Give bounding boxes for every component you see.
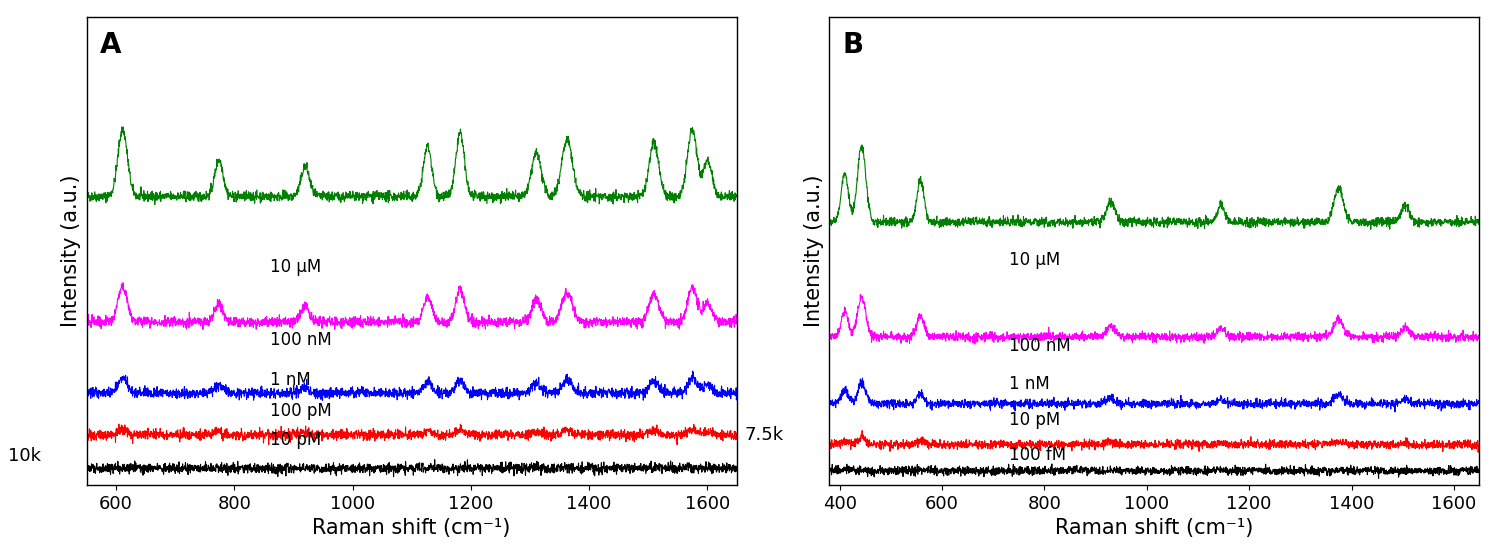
Text: 100 pM: 100 pM — [270, 402, 331, 420]
Text: 1 nM: 1 nM — [1008, 376, 1049, 393]
Text: 10 pM: 10 pM — [270, 431, 321, 450]
Text: 10 μM: 10 μM — [1008, 251, 1059, 269]
Text: 10k: 10k — [7, 447, 40, 465]
Text: 100 nM: 100 nM — [1008, 337, 1070, 355]
Text: 100 nM: 100 nM — [270, 331, 331, 349]
Text: 7.5k: 7.5k — [745, 426, 783, 444]
Y-axis label: Intensity (a.u.): Intensity (a.u.) — [61, 175, 81, 327]
Text: 10 pM: 10 pM — [1008, 411, 1059, 430]
X-axis label: Raman shift (cm⁻¹): Raman shift (cm⁻¹) — [313, 518, 511, 538]
Y-axis label: Intensity (a.u.): Intensity (a.u.) — [804, 175, 824, 327]
Text: 10 μM: 10 μM — [270, 258, 321, 276]
Text: 100 fM: 100 fM — [1008, 446, 1065, 464]
Text: A: A — [99, 31, 121, 59]
X-axis label: Raman shift (cm⁻¹): Raman shift (cm⁻¹) — [1055, 518, 1254, 538]
Text: 1 nM: 1 nM — [270, 371, 310, 388]
Text: B: B — [842, 31, 863, 59]
